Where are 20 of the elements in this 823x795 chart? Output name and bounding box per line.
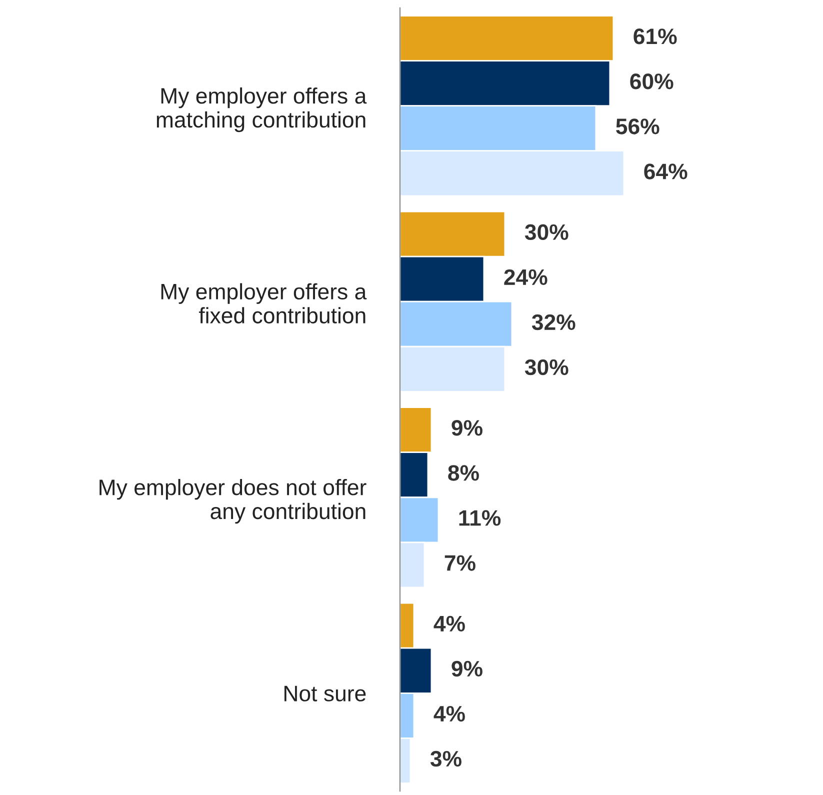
data-label: 4% [434,616,465,632]
data-label: 30% [524,224,568,240]
data-label: 24% [504,269,548,286]
y-tick-label: My employer offers a fixed contribution [161,283,367,324]
data-label: 30% [524,359,568,376]
data-label: 4% [434,706,465,722]
data-label: 61% [634,28,677,44]
data-label: 56% [616,118,660,134]
y-tick-label: Not sure [284,686,366,702]
data-label: 32% [532,314,576,330]
data-label: 60% [630,74,674,90]
data-label: 11% [459,510,501,526]
y-tick-label: My employer does not offer any contribution [100,478,366,524]
data-label: 64% [644,164,688,180]
data-label: 7% [444,555,476,571]
data-label: 9% [452,420,482,436]
data-label: 3% [430,750,462,767]
y-tick-label: My employer offers a matching contribution [156,87,367,132]
data-label: 8% [448,465,479,481]
data-label: 9% [452,660,482,677]
